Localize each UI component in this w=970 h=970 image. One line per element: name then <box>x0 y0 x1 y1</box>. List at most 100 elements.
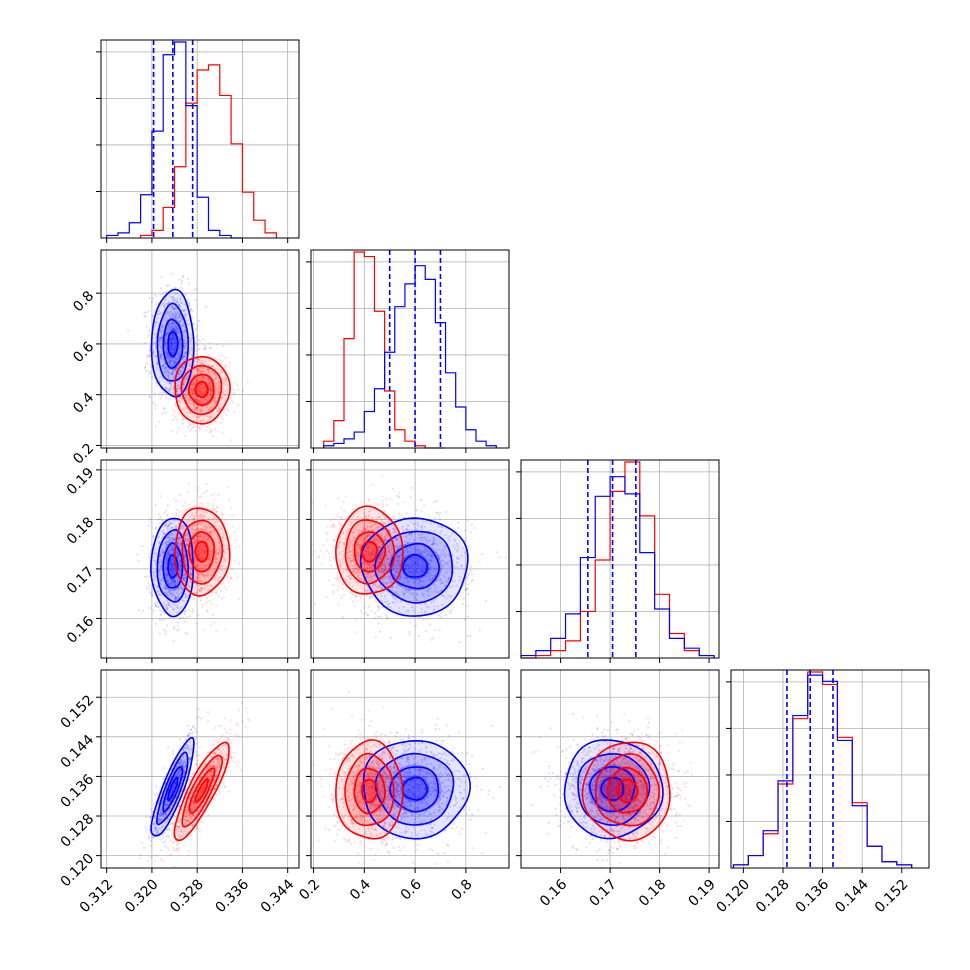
scatter-point <box>172 567 175 570</box>
scatter-point <box>217 588 220 591</box>
scatter-point <box>186 394 189 397</box>
scatter-point <box>170 345 173 349</box>
scatter-point <box>171 549 174 552</box>
scatter-point <box>177 536 180 540</box>
scatter-point <box>167 371 170 374</box>
scatter-point <box>465 588 468 591</box>
scatter-point <box>173 539 176 542</box>
scatter-point <box>441 611 444 614</box>
scatter-point <box>196 381 199 384</box>
scatter-point <box>218 407 221 410</box>
scatter-point <box>184 347 187 350</box>
scatter-point <box>182 616 185 619</box>
scatter-point <box>178 545 181 548</box>
scatter-point <box>194 398 197 401</box>
scatter-point <box>148 354 151 357</box>
scatter-point <box>171 314 174 317</box>
scatter-point <box>179 542 182 546</box>
scatter-point <box>167 353 170 356</box>
scatter-point <box>196 424 199 427</box>
scatter-point <box>195 416 198 419</box>
scatter-point <box>147 309 150 312</box>
scatter-point <box>397 513 400 516</box>
scatter-point <box>148 346 152 349</box>
scatter-point <box>197 416 201 419</box>
scatter-point <box>232 388 235 391</box>
scatter-point <box>324 504 327 507</box>
scatter-point <box>428 623 431 626</box>
scatter-point <box>206 609 209 612</box>
scatter-point <box>200 401 203 405</box>
scatter-point <box>381 503 384 506</box>
scatter-point <box>225 588 228 591</box>
scatter-point <box>173 349 176 352</box>
scatter-point <box>205 379 208 382</box>
scatter-point <box>192 389 195 392</box>
scatter-point <box>173 306 176 309</box>
scatter-point <box>159 312 162 315</box>
scatter-point <box>205 482 209 485</box>
scatter-point <box>186 407 189 410</box>
scatter-point <box>159 357 162 360</box>
scatter-point <box>171 344 174 347</box>
scatter-point <box>187 282 191 285</box>
scatter-point <box>187 302 190 305</box>
scatter-point <box>200 362 203 365</box>
scatter-point <box>152 315 155 318</box>
scatter-point <box>173 329 176 332</box>
scatter-point <box>143 341 147 344</box>
scatter-point <box>467 574 471 577</box>
scatter-point <box>144 369 147 372</box>
scatter-point <box>216 343 219 346</box>
scatter-point <box>173 410 176 413</box>
scatter-point <box>204 429 207 432</box>
scatter-point <box>198 359 201 362</box>
scatter-point <box>193 323 196 326</box>
scatter-point <box>166 524 169 527</box>
scatter-point <box>178 396 181 399</box>
scatter-point <box>150 595 154 598</box>
scatter-point <box>184 554 187 557</box>
scatter-point <box>163 584 166 587</box>
scatter-point <box>165 352 168 355</box>
scatter-point <box>161 576 164 580</box>
scatter-point <box>170 581 173 584</box>
scatter-point <box>201 387 204 390</box>
scatter-point <box>200 415 203 418</box>
scatter-point <box>157 321 160 325</box>
scatter-point <box>161 530 164 533</box>
scatter-point <box>338 522 341 525</box>
scatter-point <box>228 499 231 502</box>
scatter-point <box>230 506 233 509</box>
scatter-point <box>170 384 173 387</box>
scatter-point <box>148 371 152 374</box>
scatter-point <box>183 393 186 396</box>
scatter-point <box>174 338 177 341</box>
scatter-point <box>198 393 201 396</box>
scatter-point <box>208 388 211 392</box>
scatter-point <box>173 584 176 587</box>
scatter-point <box>207 408 210 411</box>
scatter-point <box>189 596 193 599</box>
scatter-point <box>200 366 203 370</box>
scatter-point <box>168 539 171 542</box>
scatter-point <box>176 587 180 590</box>
scatter-point <box>170 584 173 587</box>
scatter-point <box>176 550 179 553</box>
scatter-point <box>193 385 196 388</box>
scatter-point <box>159 583 163 586</box>
scatter-point <box>173 569 177 572</box>
scatter-point <box>199 398 203 401</box>
scatter-point <box>164 291 167 294</box>
scatter-point <box>178 568 181 571</box>
scatter-point <box>173 599 176 602</box>
scatter-point <box>188 503 191 506</box>
scatter-point <box>184 390 187 393</box>
scatter-point <box>376 609 379 612</box>
scatter-point <box>155 361 158 364</box>
scatter-point <box>223 381 226 384</box>
scatter-point <box>170 560 173 563</box>
scatter-point <box>167 541 171 544</box>
scatter-point <box>220 369 223 372</box>
scatter-point <box>175 300 178 303</box>
